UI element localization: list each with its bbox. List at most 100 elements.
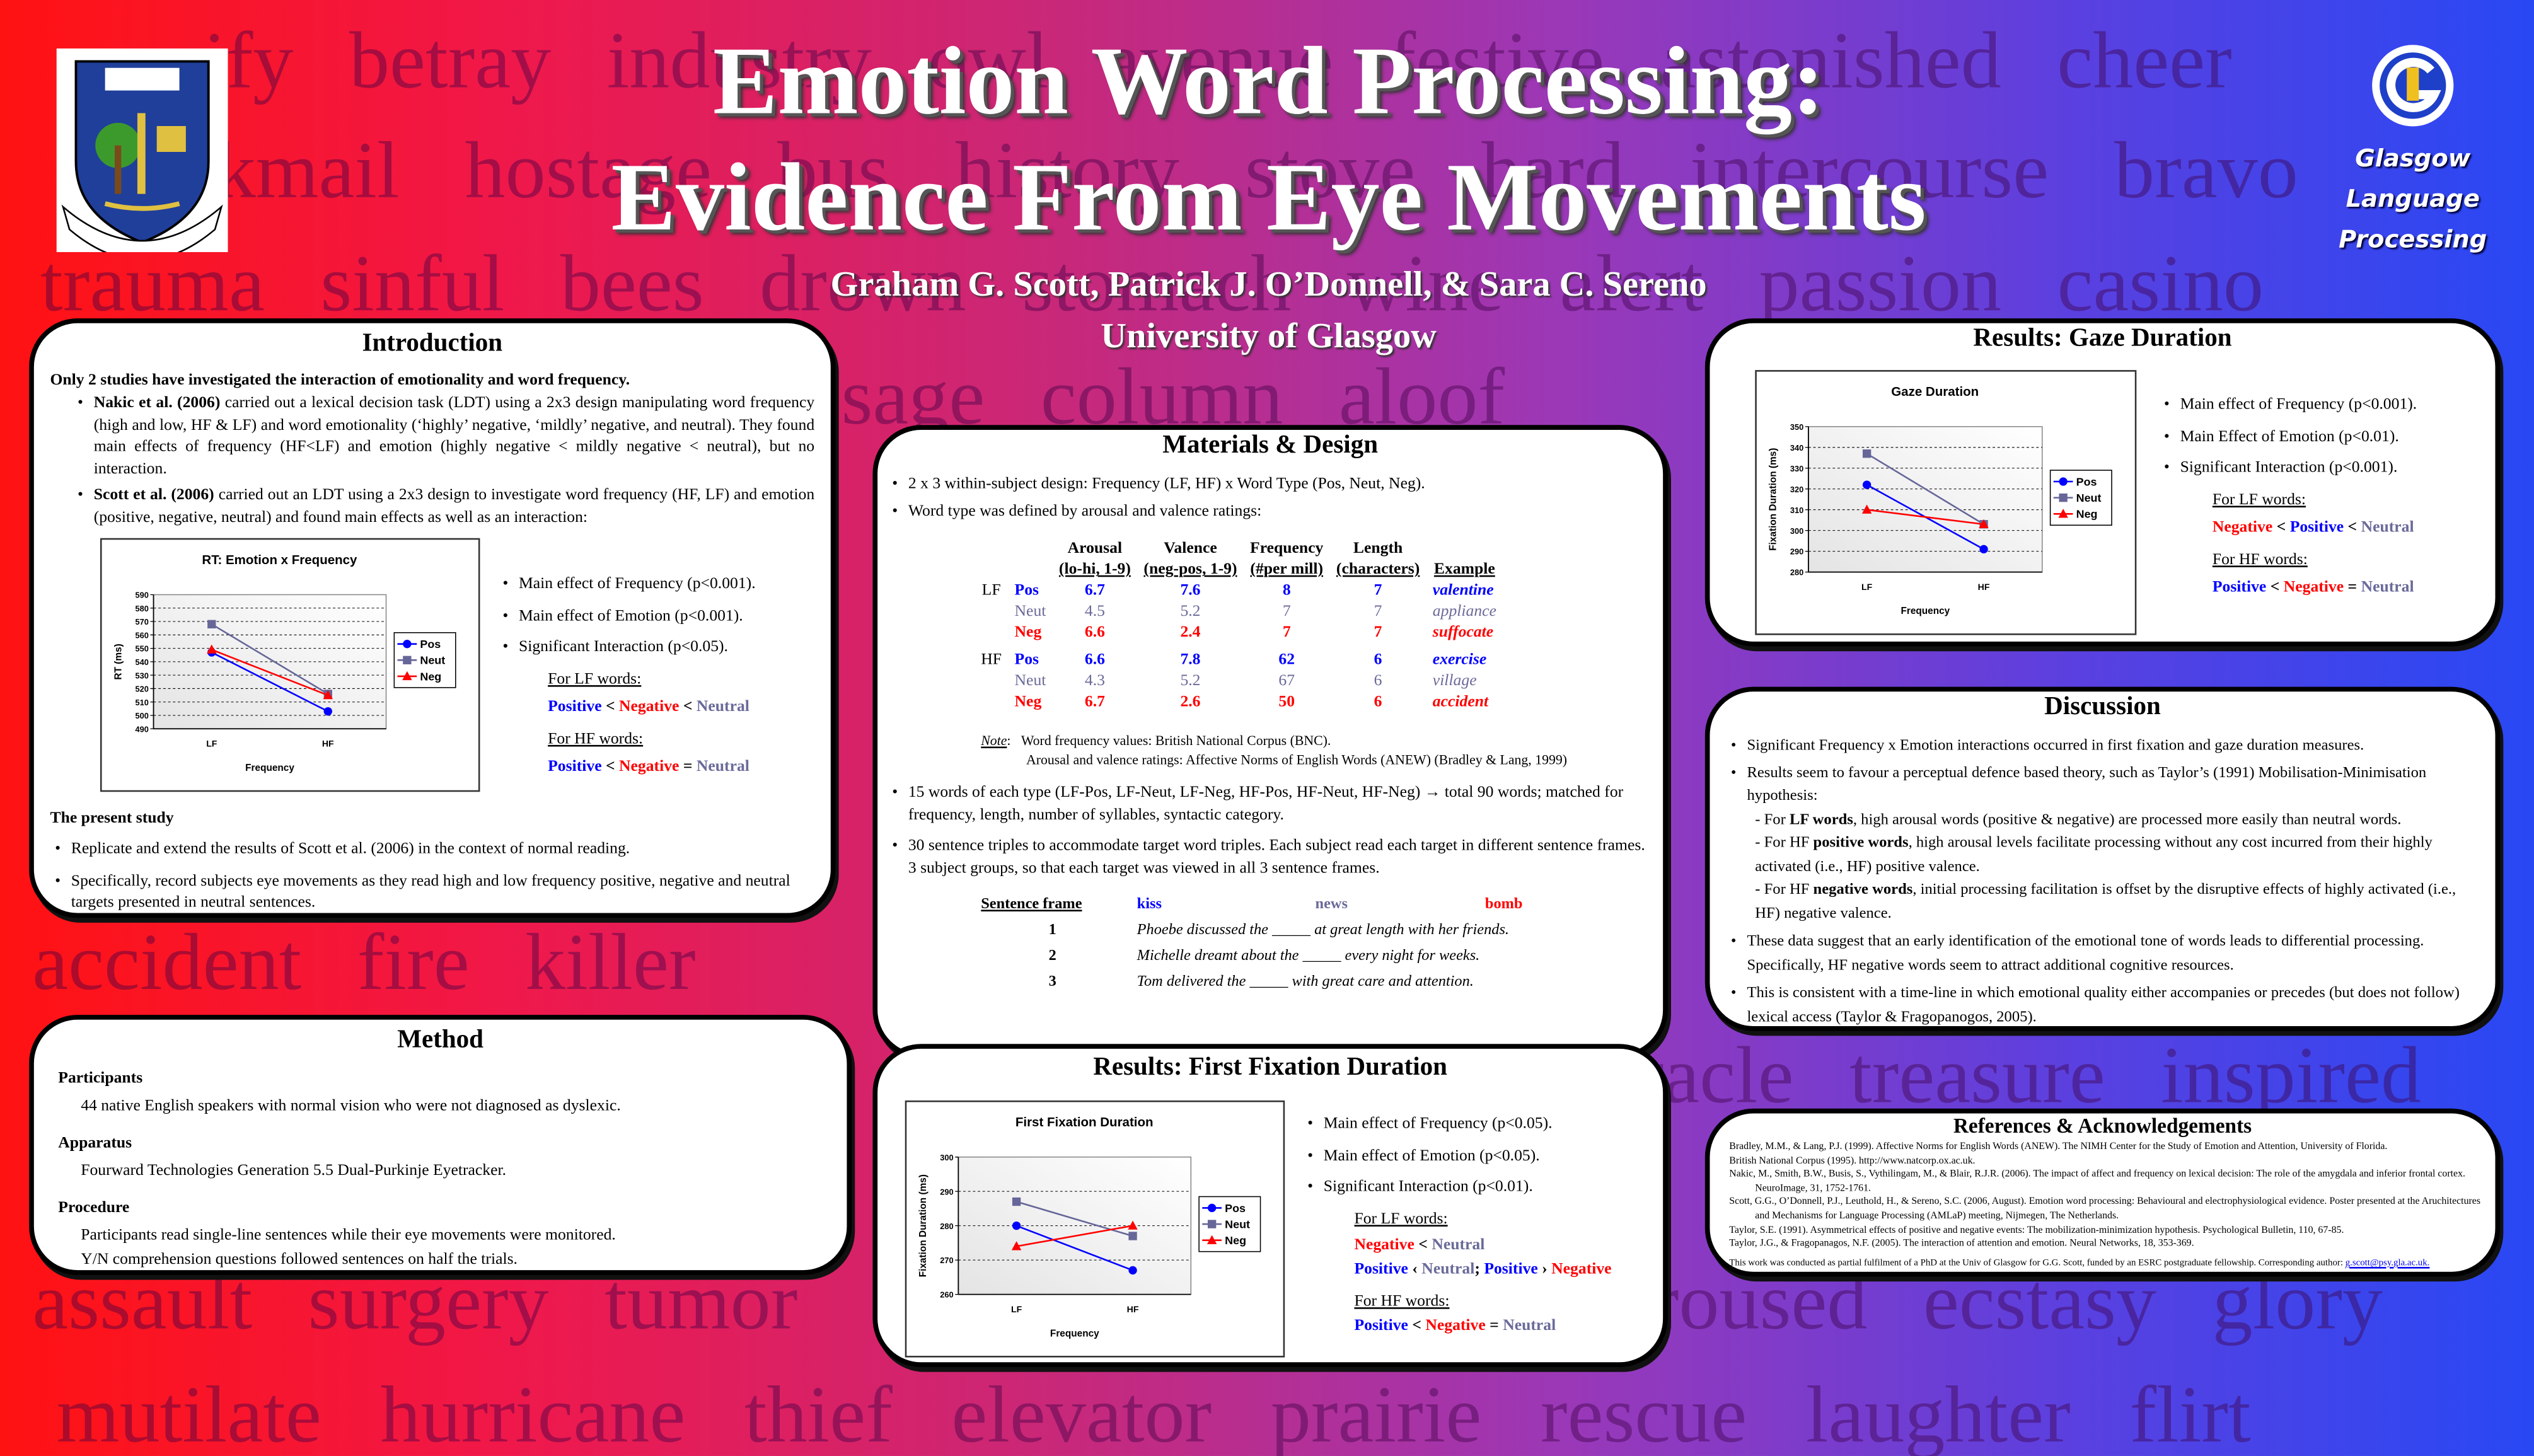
- lf-comparison: Positive < Negative < Neutral: [548, 697, 749, 715]
- glp-line: Glasgow: [2355, 144, 2471, 173]
- x-tick-label: LF: [206, 738, 217, 748]
- y-tick-label: 300: [940, 1153, 953, 1162]
- background-word-row: blackmail hostage bus history stove hard…: [81, 124, 2298, 215]
- rt-chart: RT: Emotion x Frequency 490 500 510 520 530 54…: [100, 538, 480, 792]
- reference-list: Bradley, M.M., & Lang, P.J. (1999). Affe…: [1729, 1141, 2482, 1271]
- reference-item: Bradley, M.M., & Lang, P.J. (1999). Affe…: [1729, 1141, 2388, 1152]
- discussion-bullet: Significant Frequency x Emotion interact…: [1729, 736, 2479, 759]
- poster-title-line1: Emotion Word Processing:: [712, 27, 1825, 134]
- y-tick-label: 260: [940, 1290, 953, 1300]
- legend-label: Neg: [420, 670, 441, 683]
- y-tick-label: 560: [136, 630, 149, 640]
- data-point-neut: [207, 620, 216, 628]
- legend-marker: [2058, 509, 2068, 518]
- materials-bullet: Word type was defined by arousal and val…: [891, 500, 1650, 522]
- lf-label: For LF words:: [1354, 1210, 1448, 1228]
- background-word-row: accident fire killer: [32, 916, 696, 1007]
- legend-marker: [403, 640, 412, 649]
- legend-label: Neut: [1225, 1218, 1250, 1230]
- legend-label: Neg: [2076, 508, 2098, 521]
- legend-label: Neut: [2076, 492, 2102, 504]
- data-point-neg: [323, 690, 333, 700]
- frame-row: 1 Phoebe discussed the _____ at great len…: [1048, 922, 1510, 939]
- table-row: HF Pos 6.6 7.8 62 6 exercise: [981, 651, 1487, 669]
- x-axis-label: Frequency: [1901, 606, 1950, 616]
- apparatus-label: Apparatus: [58, 1134, 132, 1152]
- glasgow-language-processing-logo: Glasgow Language Processing: [2327, 40, 2499, 267]
- y-tick-label: 290: [1790, 547, 1803, 557]
- lf-label: For LF words:: [548, 670, 642, 689]
- legend-marker: [1207, 1220, 1217, 1228]
- stimulus-table: Arousal (lo-hi, 1-9) Valence (neg-pos, 1-9…: [975, 538, 1503, 713]
- series-line-neut: [211, 623, 328, 695]
- chart-title: RT: Emotion x Frequency: [202, 553, 357, 567]
- intro-bullet: Scott et al. (2006) carried out an LDT u…: [76, 485, 814, 528]
- x-tick-label: HF: [1127, 1304, 1139, 1314]
- legend-marker: [402, 671, 412, 681]
- legend-label: Neg: [1225, 1234, 1246, 1247]
- y-axis-label: Fixation Duration (ms): [918, 1174, 929, 1277]
- series-line-pos: [1016, 1225, 1133, 1271]
- chart-title: First Fixation Duration: [1015, 1115, 1154, 1130]
- sentence-frame-table: Sentence frame kiss news bomb 1 Phoebe disc…: [975, 895, 1529, 993]
- y-tick-label: 540: [136, 657, 149, 667]
- legend-marker: [1206, 1235, 1217, 1244]
- series-line-pos: [211, 651, 328, 712]
- col-header: Frequency (#per mill): [1250, 540, 1324, 579]
- glp-line: Processing: [2339, 224, 2487, 254]
- y-axis-label: Fixation Duration (ms): [1768, 448, 1779, 551]
- gaze-results-panel: Results: Gaze Duration Gaze Duration 280 2…: [1704, 318, 2501, 647]
- x-tick-label: LF: [1011, 1304, 1022, 1314]
- data-point-neg: [1128, 1220, 1138, 1230]
- email-link[interactable]: g.scott@psy.gla.ac.uk.: [2345, 1258, 2430, 1268]
- table-row: Neut 4.5 5.2 7 7 appliance: [1014, 603, 1496, 621]
- references-heading: References & Acknowledgements: [1953, 1113, 2252, 1138]
- discussion-sub: - For HF negative words, initial process…: [1755, 881, 2456, 922]
- legend-marker: [2059, 477, 2068, 486]
- legend-label: Neut: [420, 654, 445, 667]
- data-point-neut: [1128, 1232, 1137, 1240]
- y-tick-label: 280: [940, 1222, 953, 1231]
- y-tick-label: 490: [136, 724, 149, 734]
- materials-bullet: 30 sentence triples to accommodate targe…: [891, 835, 1650, 879]
- background-word-row: mutilate hurricane thief elevator prairi…: [56, 1368, 2251, 1456]
- series-line-neut: [1016, 1201, 1133, 1237]
- poster-title-line2: Evidence From Eye Movements: [611, 144, 1926, 251]
- gaze-heading: Results: Gaze Duration: [1973, 325, 2232, 352]
- procedure-label: Procedure: [58, 1199, 130, 1217]
- y-tick-label: 300: [1790, 526, 1803, 536]
- y-axis-label: RT (ms): [113, 644, 124, 679]
- col-header: Arousal (lo-hi, 1-9): [1058, 540, 1131, 579]
- data-point-neg: [1979, 519, 1989, 528]
- lf-comparison: Positive ‹ Neutral; Positive › Negative: [1354, 1260, 1612, 1278]
- hf-comparison: Positive < Negative = Neutral: [548, 757, 749, 775]
- data-point-neg: [1011, 1241, 1022, 1251]
- table-row: Neg 6.7 2.6 50 6 accident: [1014, 693, 1489, 712]
- data-point-pos: [323, 707, 332, 716]
- data-point-pos: [1979, 545, 1988, 553]
- hf-label: For HF words:: [2212, 551, 2308, 569]
- y-tick-label: 550: [136, 644, 149, 654]
- materials-bullet: 2 x 3 within-subject design: Frequency (…: [891, 473, 1650, 495]
- university-crest-logo: [56, 48, 228, 261]
- discussion-bullet: This is consistent with a time-line in w…: [1729, 983, 2479, 1029]
- hf-comparison: Positive < Negative = Neutral: [1354, 1317, 1556, 1335]
- col-header: Length (characters): [1336, 540, 1420, 579]
- reference-item: Nakic, M., Smith, B.W., Busis, S., Vythi…: [1729, 1169, 2465, 1194]
- legend-marker: [1207, 1203, 1217, 1213]
- effect-item: Main effect of Frequency (p<0.001).: [501, 574, 824, 596]
- ffd-results-panel: Results: First Fixation Duration First F…: [872, 1044, 1668, 1367]
- reference-item: British National Corpus (1995). http://w…: [1729, 1155, 1976, 1167]
- effect-item: Main effect of Frequency (p<0.001).: [2162, 395, 2485, 417]
- x-tick-label: HF: [1978, 582, 1990, 592]
- apparatus-text: Fourward Technologies Generation 5.5 Dua…: [81, 1161, 506, 1179]
- present-bullet: Specifically, record subjects eye moveme…: [54, 870, 815, 914]
- reference-item: Taylor, S.E. (1991). Asymmetrical effect…: [1729, 1224, 2344, 1236]
- effect-item: Main effect of Frequency (p<0.05).: [1306, 1113, 1653, 1135]
- col-header: Example: [1433, 560, 1495, 579]
- legend-label: Pos: [2076, 475, 2097, 488]
- background-word-row: miracle treasure inspired: [1551, 1029, 2422, 1120]
- x-tick-label: HF: [322, 738, 334, 748]
- y-tick-label: 510: [136, 698, 149, 707]
